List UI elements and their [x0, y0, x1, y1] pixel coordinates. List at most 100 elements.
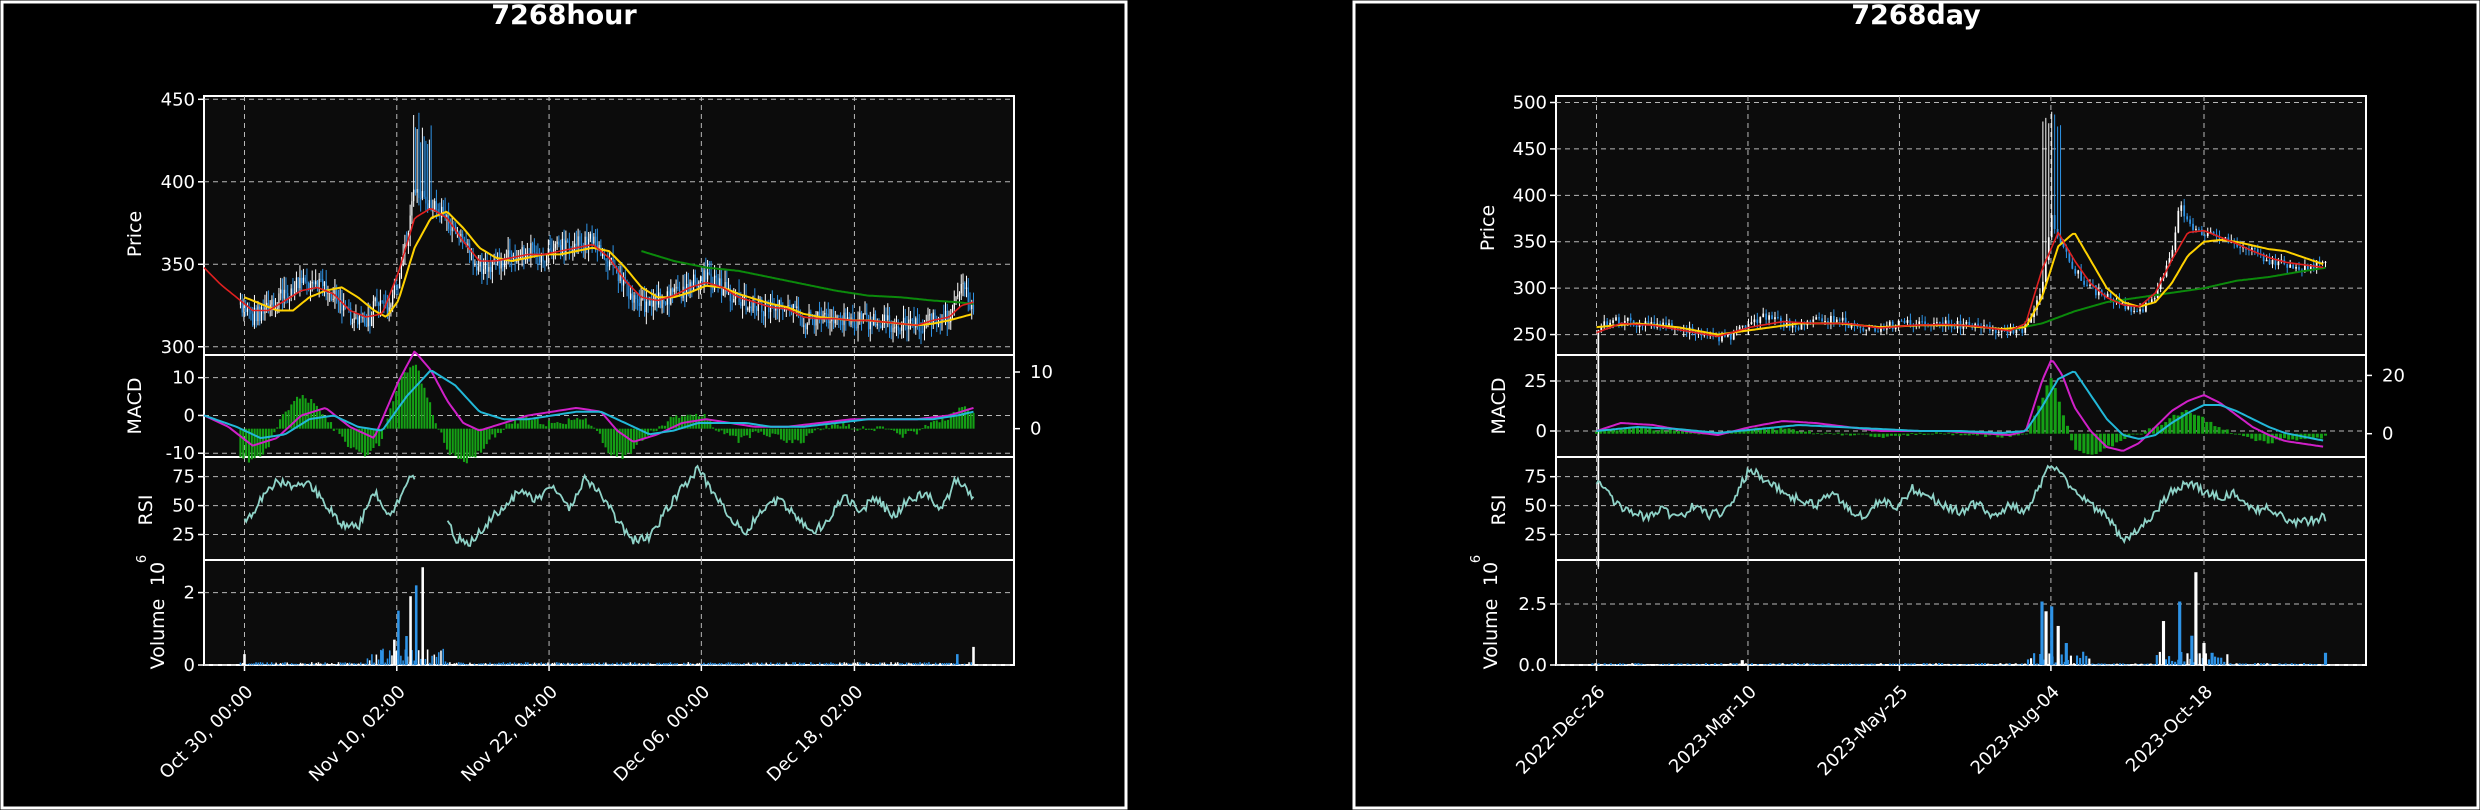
candle-body: [348, 306, 350, 309]
candle-body: [448, 215, 450, 229]
candle-body: [2224, 237, 2227, 239]
candle-body: [950, 313, 952, 323]
candle-body: [664, 303, 667, 305]
volume-bar: [607, 663, 609, 665]
candle-body: [719, 278, 721, 288]
candle-body: [2212, 231, 2215, 235]
macd-histogram-bar: [2041, 397, 2045, 434]
candle-body: [955, 296, 957, 302]
candle-body: [853, 322, 856, 328]
candle-body: [1818, 317, 1821, 319]
candle-body: [726, 282, 728, 293]
price-ylabel: Price: [1477, 205, 1499, 251]
macd-histogram-bar: [958, 407, 961, 429]
candle-body: [2271, 259, 2274, 265]
volume-bar: [2026, 659, 2030, 665]
volume-bar: [816, 664, 819, 665]
volume-bar: [801, 663, 803, 665]
volume-bar: [277, 663, 280, 665]
volume-bar: [473, 663, 476, 665]
volume-bar: [286, 662, 289, 665]
volume-bar: [651, 663, 654, 665]
volume-bar: [540, 662, 543, 665]
candle-body: [923, 324, 926, 332]
volume-bar: [371, 654, 373, 665]
volume-bar: [754, 662, 756, 665]
volume-bar: [509, 662, 511, 665]
macd-histogram-bar: [794, 428, 797, 440]
volume-bar: [1842, 663, 1846, 665]
volume-bar: [879, 662, 881, 665]
candle-body: [838, 315, 840, 317]
candle-body: [967, 287, 969, 303]
volume-bar: [1615, 663, 1619, 665]
macd-histogram-bar: [649, 428, 652, 431]
volume-bar: [656, 662, 658, 665]
macd-histogram-bar: [963, 406, 967, 429]
candle-body: [460, 233, 462, 239]
candle-body: [367, 315, 369, 327]
candle-body: [1827, 320, 1829, 323]
candle-body: [2059, 236, 2062, 244]
volume-bar: [2204, 653, 2207, 665]
volume-exponent-base: 10: [1480, 562, 1502, 586]
candle-body: [939, 323, 941, 325]
candle-body: [2062, 243, 2065, 248]
candle-body: [2130, 305, 2133, 312]
candle-body: [1662, 322, 1664, 327]
candle-body: [656, 293, 658, 305]
candle-body: [806, 323, 808, 330]
volume-bar: [740, 664, 743, 665]
candle-body: [255, 307, 257, 322]
volume-bar: [1818, 663, 1821, 665]
candle-body: [617, 273, 619, 282]
rsi-y-tick-label: 75: [172, 467, 195, 488]
macd-histogram-bar: [2049, 378, 2053, 434]
volume-bar: [850, 663, 852, 665]
volume-bar: [304, 663, 306, 665]
macd-histogram-bar: [938, 422, 941, 429]
volume-bar: [1594, 663, 1597, 665]
macd-histogram-bar: [760, 428, 763, 432]
candle-body: [2018, 328, 2021, 330]
candle-body: [301, 277, 303, 284]
macd-histogram-bar: [2147, 428, 2151, 434]
candle-body: [1841, 317, 1844, 321]
candle-body: [722, 288, 724, 296]
macd-histogram-bar: [522, 417, 525, 429]
macd-histogram-bar: [273, 428, 276, 433]
candle-body: [1756, 319, 1759, 323]
candle-body: [257, 306, 259, 322]
volume-bar: [1959, 664, 1962, 665]
volume-bar: [1760, 664, 1763, 665]
volume-bar: [547, 662, 549, 665]
candle-body: [708, 272, 710, 274]
candle-body: [278, 293, 280, 309]
macd-histogram-bar: [474, 428, 477, 458]
volume-bar: [295, 663, 297, 665]
macd-histogram-bar: [352, 428, 355, 448]
volume-bar: [1726, 664, 1729, 665]
volume-bar: [290, 663, 293, 665]
candle-body: [2289, 264, 2292, 268]
volume-y-tick-label: 2: [184, 583, 195, 604]
candle-body: [491, 261, 493, 272]
volume-bar: [1622, 663, 1625, 665]
candle-body: [1938, 322, 1941, 324]
macd-histogram-bar: [2131, 433, 2135, 435]
candle-body: [958, 293, 961, 295]
volume-bar: [616, 662, 618, 665]
volume-bar: [1689, 663, 1692, 665]
volume-bar: [1934, 663, 1938, 665]
macd-histogram-bar: [901, 428, 904, 438]
candle-body: [2236, 243, 2239, 247]
macd-histogram-bar: [929, 422, 933, 429]
candle-body: [381, 300, 383, 302]
volume-bar: [905, 662, 908, 665]
candle-body: [567, 240, 569, 242]
candle-body: [483, 269, 485, 274]
candle-body: [411, 201, 413, 216]
candle-body: [395, 285, 397, 287]
candle-body: [1965, 321, 1968, 324]
candle-body: [570, 248, 572, 251]
